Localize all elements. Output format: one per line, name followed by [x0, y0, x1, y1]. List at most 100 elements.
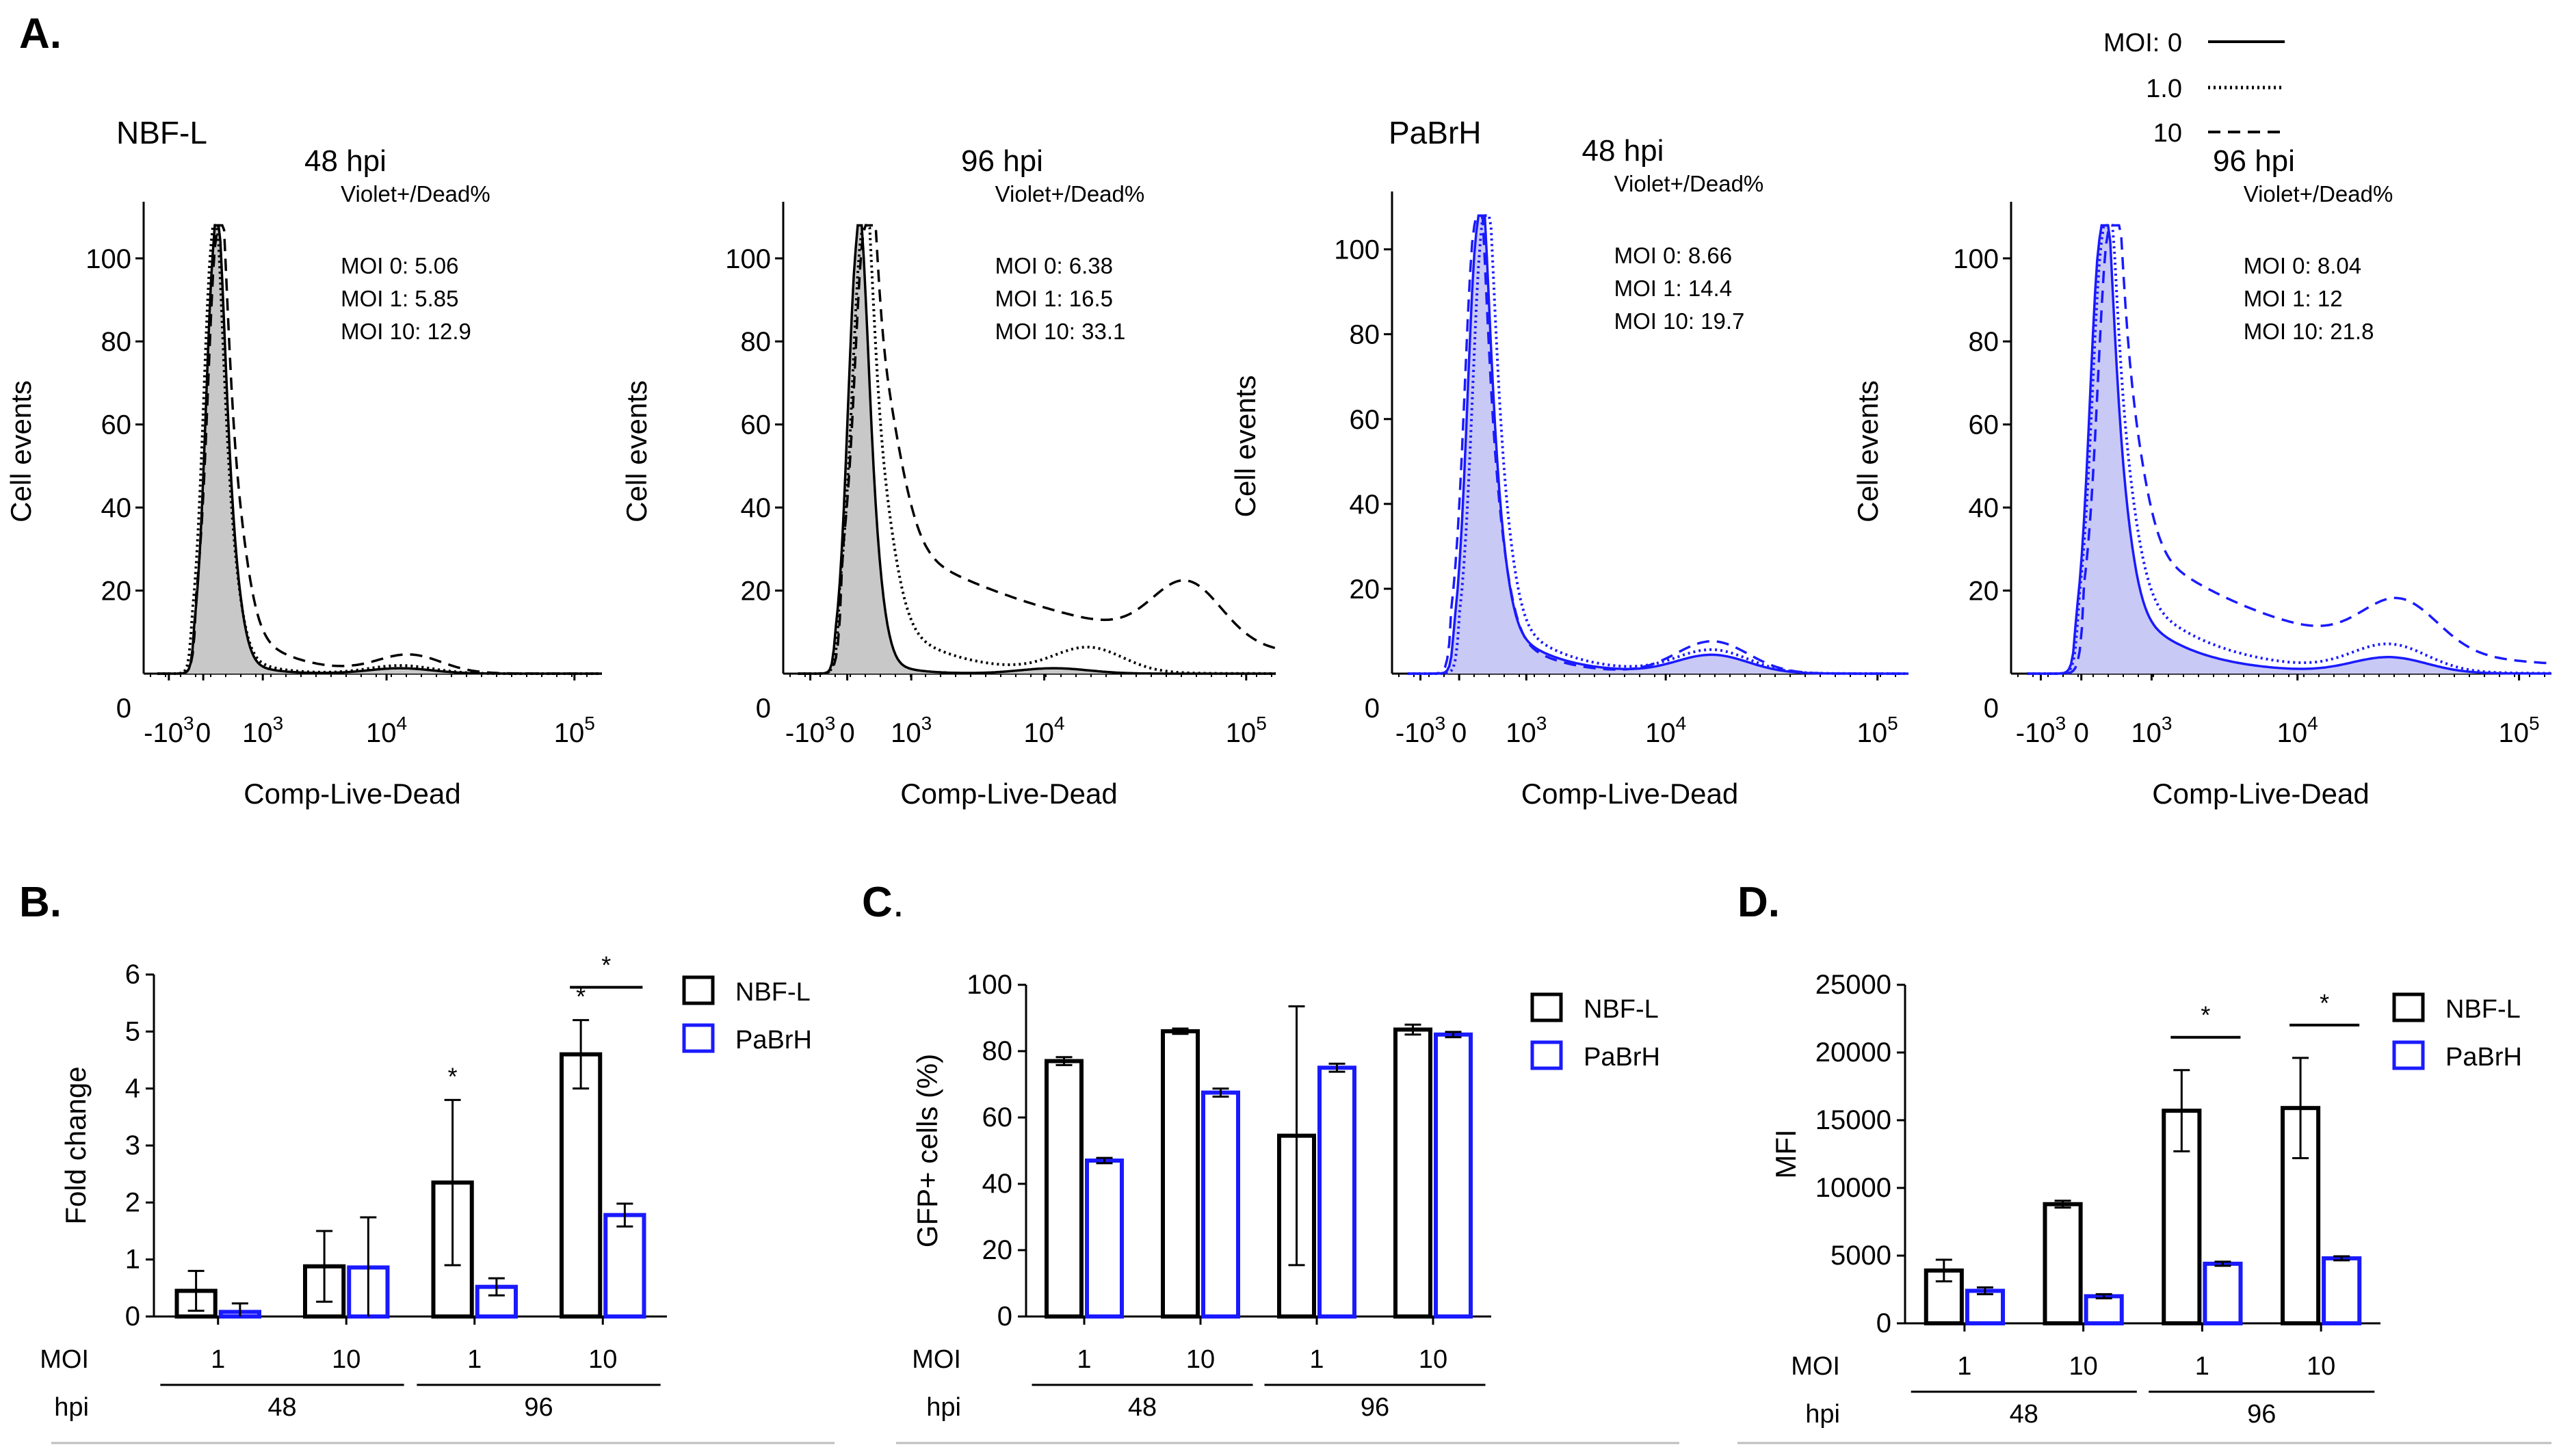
- histogram-title: 96 hpi: [2213, 144, 2295, 178]
- panel-c-gfp-cells: C. 0 20 40 60 80 100 GFP+ cells (%) 1 10 1 10 MOI hpi…: [862, 879, 1679, 1444]
- y-tick-label: 6: [125, 959, 140, 990]
- annotation-title: Violet+/Dead%: [2244, 181, 2393, 207]
- histogram-curve-moi-0: [2027, 224, 2551, 675]
- bar-nbf-l: [1045, 1059, 1084, 1319]
- histogram-fill-moi-0: [157, 225, 603, 674]
- y-tick-label: 3: [125, 1130, 140, 1161]
- y-tick-label: 20: [101, 577, 132, 607]
- x-tick-label: 103: [1506, 713, 1547, 748]
- moi-legend-title: MOI:: [2103, 29, 2160, 57]
- y-tick-label: 1: [125, 1245, 140, 1275]
- x-tick-label: 0: [1452, 718, 1467, 748]
- moi-legend-label: 10: [2153, 119, 2182, 148]
- bar-pabrh: [1317, 1065, 1356, 1319]
- x-tick-label: 105: [1226, 713, 1267, 748]
- y-tick-label: 20: [1350, 574, 1380, 605]
- histogram-fill-moi-0: [2027, 225, 2551, 674]
- panel-letter: B.: [19, 879, 62, 926]
- x-tick-label: -103: [785, 713, 835, 748]
- x-tick-label: 0: [839, 718, 854, 748]
- histogram-curve-moi-0: [1407, 214, 1908, 675]
- y-tick-label: 60: [1969, 410, 1999, 440]
- histogram-title: 48 hpi: [1582, 134, 1664, 168]
- annotation-line: MOI 10: 12.9: [341, 319, 471, 344]
- x-tick-label: 103: [242, 713, 283, 748]
- x-tick-label: 105: [1857, 713, 1898, 748]
- panel-letter-a: A.: [19, 10, 62, 57]
- y-tick-label: 40: [101, 493, 132, 523]
- bar-pabrh: [2084, 1294, 2124, 1326]
- annotation-line: MOI 10: 21.8: [2244, 319, 2374, 344]
- legend-swatch-nbf-l: [2392, 992, 2425, 1022]
- bar-pabrh: [603, 1213, 646, 1319]
- legend-swatch-pabrh: [682, 1023, 715, 1053]
- legend-label-nbf-l: NBF-L: [2445, 995, 2521, 1024]
- hpi-row-label: hpi: [926, 1393, 961, 1422]
- moi-legend: MOI: 0 1.0 10: [2103, 29, 2285, 148]
- y-tick-label: 60: [982, 1102, 1013, 1133]
- moi-label: 1: [211, 1345, 225, 1374]
- annotation-title: Violet+/Dead%: [995, 181, 1145, 207]
- y-tick-label: 80: [1969, 327, 1999, 357]
- y-tick-label: 80: [101, 327, 132, 357]
- significance-star: *: [601, 951, 611, 979]
- y-tick-label: 4: [125, 1074, 140, 1104]
- bar-pabrh: [1201, 1090, 1240, 1319]
- x-tick-label: 103: [2131, 713, 2172, 748]
- annotation-line: MOI 0: 8.66: [1614, 243, 1732, 268]
- y-tick-label: 20: [1969, 577, 1999, 607]
- histogram-curve-moi-10: [798, 224, 1276, 675]
- moi-label: 1: [467, 1345, 482, 1374]
- legend-label-nbf-l: NBF-L: [735, 978, 811, 1007]
- bar-pabrh: [2203, 1261, 2243, 1326]
- annotation-line: MOI 1: 5.85: [341, 286, 458, 311]
- moi-label: 1: [2195, 1352, 2209, 1381]
- panel-b-fold-change: B. 0 1 2 3 4 5 6 Fold change 1 10 1 10 * * * MOI hpi 48 96 N…: [19, 879, 835, 1444]
- moi-label: 1: [1077, 1345, 1091, 1374]
- y-tick-label: 20000: [1815, 1037, 1891, 1068]
- panel-d-mfi: D. 0 5000 10000 15000 20000 25000 MFI 1 10 1 10 * * MO…: [1737, 879, 2551, 1444]
- moi-legend-label: 0: [2168, 29, 2182, 57]
- x-tick-label: 104: [366, 713, 407, 748]
- y-tick-label: 80: [982, 1036, 1013, 1066]
- bar-nbf-l: [1161, 1029, 1200, 1319]
- y-tick-label: 60: [101, 410, 132, 440]
- histogram-pabrh-96: 96 hpi 0 20 40 60 80 100 -103 0 103 104 105 Comp-Liv…: [1852, 144, 2552, 810]
- y-tick-label: 5000: [1830, 1241, 1891, 1271]
- annotation-line: MOI 10: 19.7: [1614, 308, 1745, 334]
- y-tick-label: 25000: [1815, 970, 1891, 1000]
- y-tick-label: 0: [1876, 1308, 1891, 1338]
- y-tick-label: 0: [125, 1301, 140, 1332]
- hpi-group-label: 96: [2247, 1400, 2276, 1429]
- group-name-nbf-l: NBF-L: [116, 115, 207, 150]
- y-tick-label: 100: [86, 244, 131, 274]
- y-axis-label: Fold change: [60, 1066, 92, 1224]
- y-tick-label: 20: [982, 1235, 1013, 1265]
- histogram-curve-moi-10: [2027, 224, 2552, 675]
- moi-label: 10: [1419, 1345, 1447, 1374]
- moi-legend-label: 1.0: [2146, 75, 2182, 103]
- bar-nbf-l: [560, 1052, 603, 1319]
- moi-label: 10: [332, 1345, 360, 1374]
- histogram-curve-moi-10: [157, 224, 602, 675]
- y-tick-label: 40: [1969, 493, 1999, 523]
- histogram-curve-moi-1: [2027, 224, 2551, 675]
- legend-swatch-nbf-l: [1530, 992, 1563, 1022]
- hpi-group-label: 48: [1128, 1393, 1157, 1422]
- hpi-row-label: hpi: [54, 1393, 89, 1422]
- x-axis-label: Comp-Live-Dead: [900, 778, 1117, 810]
- y-axis-label: MFI: [1770, 1129, 1802, 1178]
- hpi-group-label: 48: [2010, 1400, 2038, 1429]
- legend-label-pabrh: PaBrH: [1584, 1043, 1660, 1072]
- y-tick-label: 0: [756, 693, 771, 724]
- moi-label: 10: [588, 1345, 617, 1374]
- hpi-group-label: 48: [267, 1393, 296, 1422]
- annotation-line: MOI 0: 5.06: [341, 253, 458, 278]
- histogram-title: 96 hpi: [961, 144, 1043, 178]
- group-name-pabrh: PaBrH: [1389, 115, 1481, 150]
- annotation-title: Violet+/Dead%: [1614, 171, 1764, 196]
- y-axis-label: GFP+ cells (%): [911, 1054, 943, 1248]
- y-tick-label: 40: [982, 1169, 1013, 1199]
